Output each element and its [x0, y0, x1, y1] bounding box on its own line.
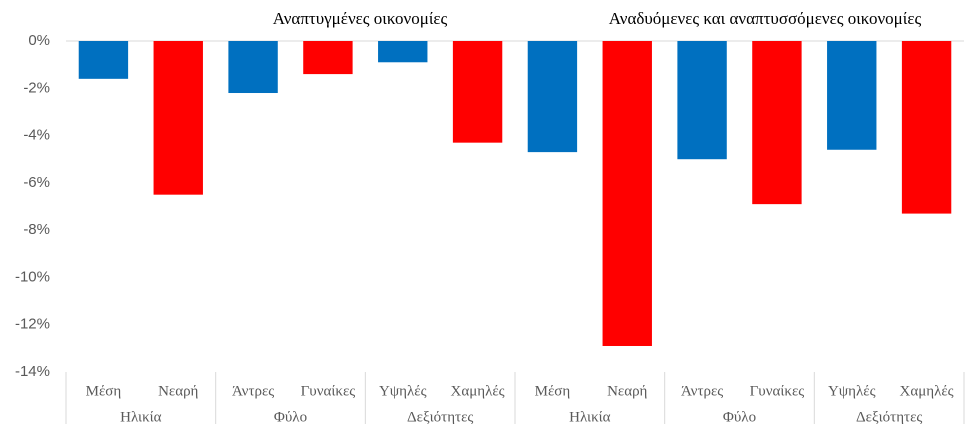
bar: [901, 41, 952, 214]
group-heading: Αναπτυγμένες οικονομίες: [273, 9, 448, 28]
bar: [78, 41, 129, 79]
y-tick-label: -14%: [15, 363, 50, 380]
y-tick-label: -2%: [23, 79, 50, 96]
bar: [378, 41, 428, 63]
y-tick-label: -12%: [15, 316, 50, 333]
bar: [827, 41, 877, 150]
x-tick-label: Νεαρή: [607, 383, 647, 399]
y-tick-label: -10%: [15, 268, 50, 285]
y-tick-label: -6%: [23, 174, 50, 191]
y-tick-label: -8%: [23, 221, 50, 238]
x-tick-label: Γυναίκες: [301, 383, 356, 399]
bar: [303, 41, 353, 75]
bar: [228, 41, 278, 94]
y-tick-label: -4%: [23, 127, 50, 144]
group-heading: Αναδυόμενες και αναπτυσσόμενες οικονομίε…: [609, 9, 922, 28]
x-tick-label: Χαμηλές: [451, 383, 505, 399]
x-tick-label: Υψηλές: [828, 383, 876, 399]
x-tick-label: Υψηλές: [379, 383, 427, 399]
x-tick-label: Άντρες: [232, 383, 274, 399]
subgroup-label: Φύλο: [274, 409, 307, 424]
x-tick-label: Γυναίκες: [750, 383, 805, 399]
x-tick-label: Νεαρή: [158, 383, 198, 399]
subgroup-label: Φύλο: [723, 409, 756, 424]
subgroup-label: Δεξιότητες: [856, 409, 922, 424]
x-tick-label: Άντρες: [681, 383, 723, 399]
subgroup-label: Ηλικία: [569, 409, 611, 424]
bar: [527, 41, 578, 153]
x-tick-label: Μέση: [86, 383, 122, 399]
x-tick-label: Χαμηλές: [900, 383, 954, 399]
bar: [677, 41, 727, 160]
bar: [153, 41, 203, 195]
x-tick-label: Μέση: [535, 383, 571, 399]
bar: [752, 41, 802, 205]
subgroup-label: Δεξιότητες: [407, 409, 473, 424]
y-tick-label: 0%: [28, 32, 50, 49]
bar: [602, 41, 652, 346]
subgroup-label: Ηλικία: [120, 409, 162, 424]
bar: [452, 41, 503, 143]
